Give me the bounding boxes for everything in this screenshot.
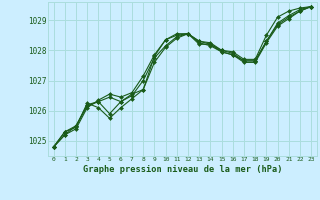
X-axis label: Graphe pression niveau de la mer (hPa): Graphe pression niveau de la mer (hPa) <box>83 165 282 174</box>
